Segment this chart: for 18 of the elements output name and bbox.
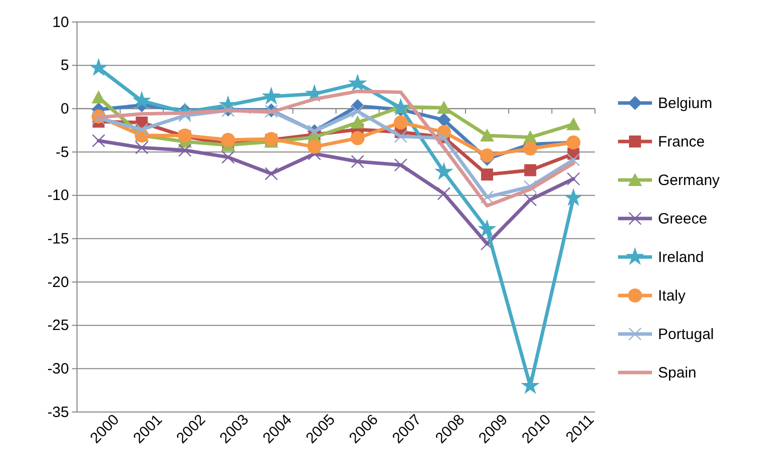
y-tick-label: -15: [47, 230, 69, 248]
legend-label: Ireland: [658, 249, 704, 266]
legend-label: Germany: [658, 172, 720, 189]
y-tick-label: 0: [60, 100, 69, 118]
legend-label: Portugal: [658, 326, 714, 343]
legend-label: Spain: [658, 364, 696, 382]
y-tick-label: 5: [60, 57, 69, 74]
y-tick-label: -30: [47, 360, 69, 378]
y-tick-label: -10: [47, 187, 69, 204]
legend-label: Italy: [658, 288, 686, 304]
legend-label: Belgium: [658, 95, 712, 112]
y-tick-label: -25: [47, 317, 69, 334]
legend-label: Greece: [658, 210, 708, 228]
y-tick-label: -20: [47, 274, 69, 291]
y-tick-label: -35: [47, 404, 69, 421]
legend-label: France: [658, 134, 705, 150]
y-tick-label: -5: [56, 144, 69, 161]
y-tick-label: 10: [52, 14, 69, 31]
